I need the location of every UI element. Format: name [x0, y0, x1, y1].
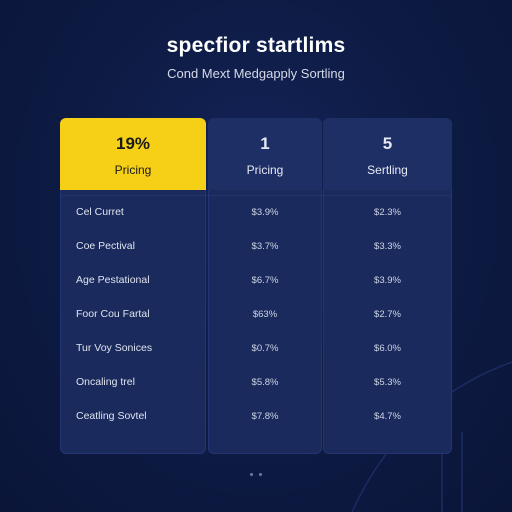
- row-label: Coe Pectival: [76, 240, 135, 252]
- row-value-1: $63%: [252, 309, 278, 320]
- row-value-2: $6.0%: [374, 343, 401, 354]
- pagination-dots[interactable]: [0, 463, 512, 481]
- row-value-2: $3.9%: [374, 275, 401, 286]
- row-value-1: $3.9%: [251, 207, 279, 218]
- column-header-value: 1: [260, 134, 270, 153]
- row-value-2: $2.3%: [374, 207, 401, 218]
- pagination-dot[interactable]: [259, 473, 263, 476]
- column-header-2[interactable]: 5 Sertling: [323, 118, 452, 190]
- row-value-2: $5.3%: [374, 377, 401, 388]
- table-row[interactable]: Tur Voy Sonices $0.7% $6.0%: [60, 331, 452, 365]
- table-row[interactable]: Ceatling Sovtel $7.8% $4.7%: [60, 399, 452, 433]
- column-header-label: Pricing: [114, 163, 152, 177]
- row-value-2: $2.7%: [374, 309, 401, 320]
- column-header-1[interactable]: 1 Pricing: [208, 118, 322, 190]
- column-header-value: 5: [382, 134, 393, 153]
- row-value-2: $3.3%: [374, 241, 401, 252]
- row-label: Foor Cou Fartal: [76, 308, 150, 320]
- table-row[interactable]: Oncaling trel $5.8% $5.3%: [60, 365, 452, 399]
- row-label: Tur Voy Sonices: [76, 342, 153, 354]
- column-header-label: Pricing: [246, 163, 284, 177]
- table-row[interactable]: Age Pestational $6.7% $3.9%: [60, 263, 452, 297]
- row-label: Cel Curret: [76, 206, 124, 218]
- column-header-value: 19%: [115, 134, 151, 153]
- pricing-table: 19% Pricing 1 Pricing 5 Sertling Cel Cur…: [60, 118, 452, 454]
- column-header-highlighted[interactable]: 19% Pricing: [60, 118, 206, 190]
- page-title: specfior startlims: [166, 34, 346, 57]
- table-row[interactable]: Cel Curret $3.9% $2.3%: [60, 195, 452, 229]
- row-divider: [60, 195, 452, 196]
- pagination-dot[interactable]: [249, 473, 253, 476]
- row-label: Oncaling trel: [76, 376, 135, 388]
- row-label: Ceatling Sovtel: [76, 410, 147, 422]
- table-row[interactable]: Coe Pectival $3.7% $3.3%: [60, 229, 452, 263]
- row-value-1: $3.7%: [251, 241, 279, 252]
- page-subtitle: Cond Mext Medgapply Sortling: [167, 66, 345, 81]
- row-label: Age Pestational: [76, 274, 150, 286]
- row-value-1: $7.8%: [251, 411, 279, 422]
- row-value-1: $5.8%: [251, 377, 279, 388]
- table-row[interactable]: Foor Cou Fartal $63% $2.7%: [60, 297, 452, 331]
- column-header-label: Sertling: [367, 163, 408, 177]
- row-value-1: $6.7%: [251, 275, 279, 286]
- row-value-2: $4.7%: [374, 411, 401, 422]
- row-value-1: $0.7%: [251, 343, 279, 354]
